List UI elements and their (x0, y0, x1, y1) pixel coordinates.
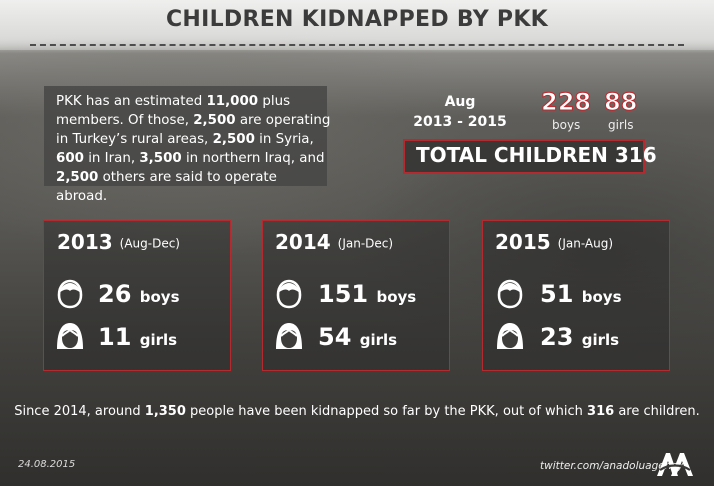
boys-count-2013: 26 boys (98, 280, 180, 308)
year-range-2013: (Aug-Dec) (119, 236, 180, 251)
year-range-2014: (Jan-Dec) (337, 236, 394, 251)
dashed-divider (30, 44, 684, 46)
period-line-2: 2013 - 2015 (413, 114, 507, 130)
girl-icon (497, 323, 523, 349)
girls-count-2014: 54 girls (318, 323, 398, 351)
girl-icon (276, 323, 302, 349)
intro-text: PKK has an estimated 11,000 plus members… (56, 94, 331, 204)
footer-summary: Since 2014, around 1,350 people have bee… (14, 404, 700, 419)
girls-count-2015: 23 girls (540, 323, 620, 351)
year-title-2014: 2014 (Jan-Dec) (275, 230, 394, 254)
year-title-2013: 2013 (Aug-Dec) (57, 230, 180, 254)
header-bar (0, 0, 714, 50)
summary-girls-label: girls (608, 118, 634, 132)
year-card-2013 (43, 220, 231, 371)
boy-icon (57, 279, 83, 309)
summary-boys-label: boys (552, 118, 581, 132)
page-title: CHILDREN KIDNAPPED BY PKK (165, 7, 549, 32)
intro-box (44, 86, 327, 186)
date-label: 24.08.2015 (18, 459, 76, 470)
summary-period: Aug 2013 - 2015 (410, 92, 510, 132)
year-card-2014 (262, 220, 450, 371)
anadolu-agency-logo (657, 453, 693, 476)
total-children-box (403, 139, 645, 174)
girls-count-2013: 11 girls (98, 323, 178, 351)
boy-icon (276, 279, 302, 309)
boy-icon (497, 279, 523, 309)
summary-girls-value: 88 (603, 88, 638, 117)
year-range-2015: (Jan-Aug) (557, 236, 613, 251)
girl-icon (57, 323, 83, 349)
boys-count-2014: 151 boys (318, 280, 417, 308)
year-title-2015: 2015 (Jan-Aug) (495, 230, 613, 254)
summary-boys-value: 228 (540, 88, 592, 117)
twitter-handle[interactable]: twitter.com/anadoluagency (540, 460, 684, 472)
period-line-1: Aug (444, 94, 476, 110)
total-children-text: TOTAL CHILDREN 316 (416, 143, 657, 167)
boys-count-2015: 51 boys (540, 280, 622, 308)
